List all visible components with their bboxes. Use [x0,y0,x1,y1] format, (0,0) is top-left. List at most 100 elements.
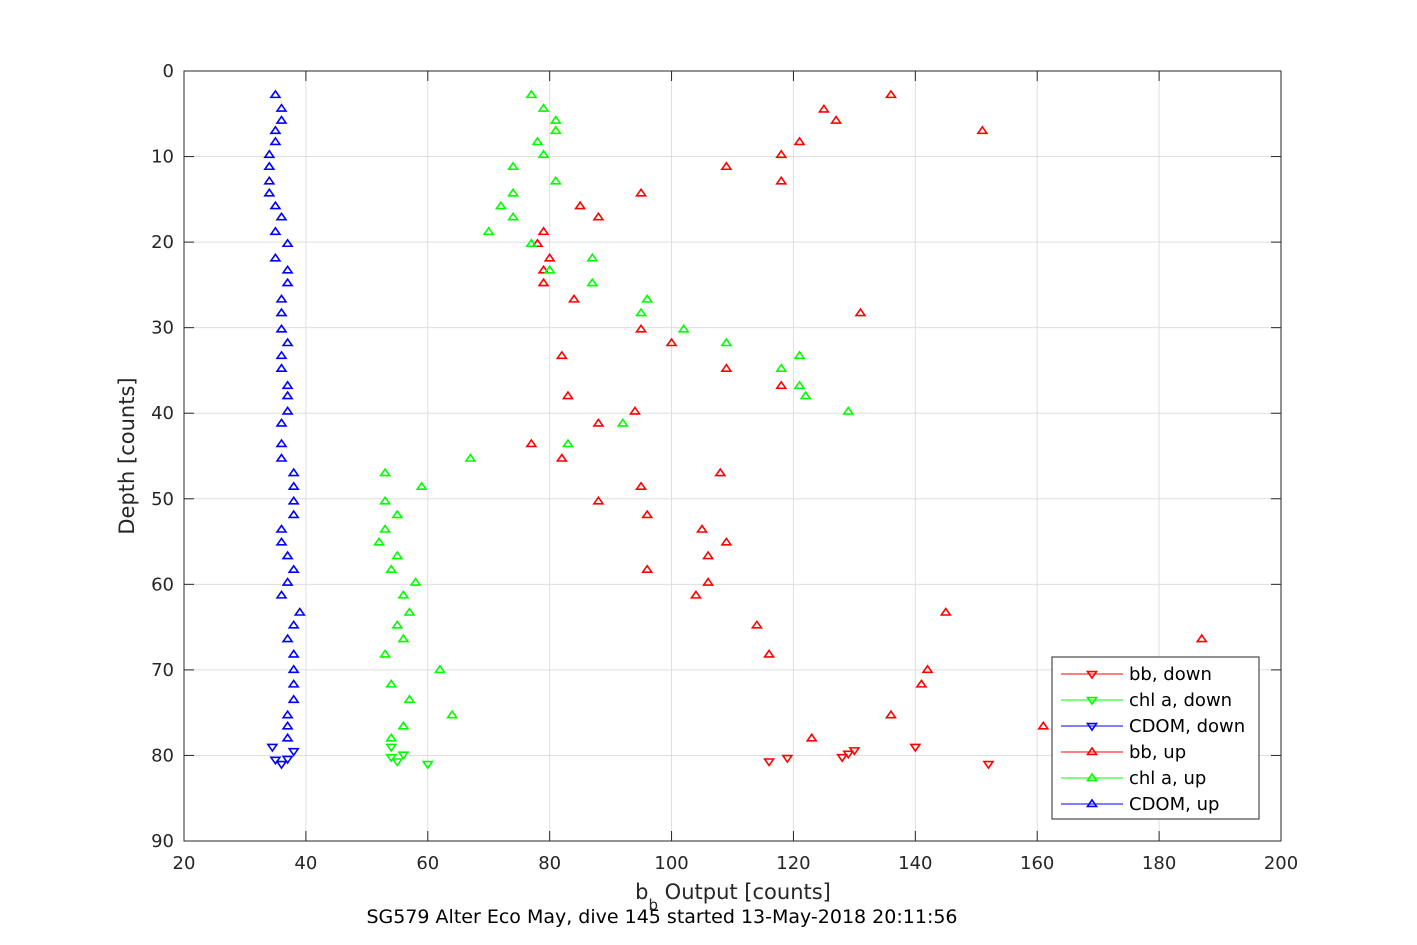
data-point [391,758,404,767]
data-point [775,175,788,185]
data-point [287,678,300,688]
data-point [555,350,568,360]
data-point [561,438,574,448]
data-point [635,323,648,333]
data-point [464,453,477,462]
x-tick-label: 20 [173,853,196,874]
data-point [287,747,300,757]
data-point [586,277,599,287]
data-point [720,337,733,347]
data-point [397,590,410,599]
data-point [549,115,562,124]
data-point [281,264,294,274]
data-point [281,238,294,248]
data-point [763,649,776,658]
data-point [287,509,300,519]
data-point [537,103,550,112]
data-point [549,125,562,135]
data-point [714,467,727,477]
data-point [799,390,812,400]
data-point [385,753,398,763]
data-point [281,550,294,560]
x-tick-label: 120 [776,853,810,874]
x-tick-label: 60 [416,853,439,874]
data-point [641,293,654,303]
data-point [702,577,715,586]
x-axis-label: bb Output [counts] [635,880,831,914]
y-tick-label: 0 [163,61,174,82]
data-point [921,664,934,674]
data-point [555,453,568,462]
data-point [635,187,648,197]
data-point [842,750,855,760]
data-point [775,380,788,390]
data-point [531,136,544,146]
data-point [391,619,404,629]
series-layer [263,89,1208,770]
series-3 [525,89,1208,742]
data-point [275,760,288,770]
data-point [269,136,282,146]
series-5 [263,89,306,742]
data-point [805,732,818,742]
data-point [287,664,300,674]
data-point [433,664,446,674]
data-point [287,649,300,658]
data-point [1195,633,1208,643]
data-point [409,577,422,586]
data-point [391,509,404,519]
data-point [263,187,276,197]
y-tick-label: 80 [151,745,174,766]
legend-marker [1085,798,1099,808]
x-axis-label-rest: Output [counts] [658,880,831,904]
data-point [793,350,806,360]
data-point [842,406,855,415]
x-tick-label: 40 [294,853,317,874]
data-point [385,732,398,742]
data-point [281,577,294,586]
data-point [915,678,928,688]
y-tick-label: 50 [151,489,174,510]
x-tick-label: 80 [538,853,561,874]
data-point [385,678,398,688]
data-point [507,211,520,221]
data-point [689,590,702,599]
data-point [372,536,386,546]
data-point [720,536,733,546]
data-point [641,564,654,574]
data-point [543,252,556,262]
data-point [281,755,294,765]
x-axis-label-main: b [635,880,648,904]
data-point [275,438,288,448]
plot-frame [183,70,1282,842]
data-point [391,550,404,560]
data-point [269,226,282,236]
data-point [531,238,544,248]
y-tick-label: 40 [151,403,174,424]
legend-label: bb, down [1129,664,1212,685]
data-point [884,89,897,99]
data-point [287,564,300,574]
data-point [1037,720,1050,730]
legend-label: CDOM, up [1129,794,1219,815]
series-2 [266,743,300,770]
legend-label: CDOM, down [1129,716,1245,737]
data-point [287,467,300,477]
data-point [275,211,288,221]
data-point [507,187,520,197]
data-point [494,200,507,210]
data-point [586,252,599,262]
data-point [775,363,788,372]
y-axis-label: Depth [counts] [115,377,139,534]
data-point [397,633,410,643]
data-point [287,481,300,491]
x-tick-label: 180 [1142,853,1176,874]
data-point [635,481,648,491]
data-point [275,103,288,112]
data-point [379,467,392,477]
data-point [525,89,538,99]
legend-marker [1085,772,1099,782]
data-point [781,754,794,764]
data-point [275,590,288,599]
x-tick-label: 200 [1264,853,1298,874]
